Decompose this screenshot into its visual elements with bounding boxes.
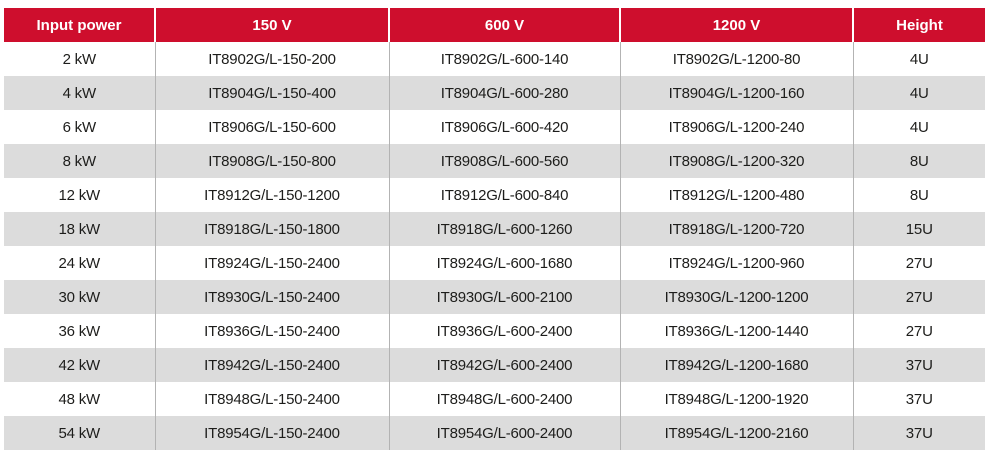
cell-power: 12 kW bbox=[4, 178, 155, 212]
cell-v150: IT8902G/L-150-200 bbox=[154, 42, 389, 76]
cell-v600: IT8936G/L-600-2400 bbox=[388, 314, 620, 348]
cell-v1200: IT8902G/L-1200-80 bbox=[619, 42, 853, 76]
cell-height: 8U bbox=[852, 144, 985, 178]
cell-v150: IT8918G/L-150-1800 bbox=[154, 212, 389, 246]
cell-v150: IT8948G/L-150-2400 bbox=[154, 382, 389, 416]
cell-v600: IT8942G/L-600-2400 bbox=[388, 348, 620, 382]
column-header-power: Input power bbox=[4, 8, 155, 42]
cell-height: 15U bbox=[852, 212, 985, 246]
cell-v600: IT8948G/L-600-2400 bbox=[388, 382, 620, 416]
cell-v600: IT8902G/L-600-140 bbox=[388, 42, 620, 76]
cell-v1200: IT8904G/L-1200-160 bbox=[619, 76, 853, 110]
cell-v1200: IT8918G/L-1200-720 bbox=[619, 212, 853, 246]
cell-power: 18 kW bbox=[4, 212, 155, 246]
cell-v1200: IT8948G/L-1200-1920 bbox=[619, 382, 853, 416]
cell-v600: IT8954G/L-600-2400 bbox=[388, 416, 620, 450]
cell-height: 4U bbox=[852, 110, 985, 144]
cell-height: 37U bbox=[852, 416, 985, 450]
cell-v150: IT8930G/L-150-2400 bbox=[154, 280, 389, 314]
cell-power: 4 kW bbox=[4, 76, 155, 110]
cell-v600: IT8908G/L-600-560 bbox=[388, 144, 620, 178]
cell-v150: IT8942G/L-150-2400 bbox=[154, 348, 389, 382]
cell-v600: IT8918G/L-600-1260 bbox=[388, 212, 620, 246]
cell-v1200: IT8912G/L-1200-480 bbox=[619, 178, 853, 212]
cell-v600: IT8924G/L-600-1680 bbox=[388, 246, 620, 280]
table-row: 42 kW IT8942G/L-150-2400 IT8942G/L-600-240… bbox=[4, 348, 985, 382]
cell-power: 48 kW bbox=[4, 382, 155, 416]
column-header-v150: 150 V bbox=[154, 8, 389, 42]
model-selection-table-container: Input power 150 V 600 V 1200 V Height 2 kW IT… bbox=[4, 8, 985, 450]
cell-v1200: IT8924G/L-1200-960 bbox=[619, 246, 853, 280]
column-header-height: Height bbox=[852, 8, 985, 42]
table-row: 24 kW IT8924G/L-150-2400 IT8924G/L-600-168… bbox=[4, 246, 985, 280]
cell-v1200: IT8942G/L-1200-1680 bbox=[619, 348, 853, 382]
table-row: 8 kW IT8908G/L-150-800 IT8908G/L-600-560 IT… bbox=[4, 144, 985, 178]
table-row: 12 kW IT8912G/L-150-1200 IT8912G/L-600-840… bbox=[4, 178, 985, 212]
cell-power: 54 kW bbox=[4, 416, 155, 450]
table-row: 2 kW IT8902G/L-150-200 IT8902G/L-600-140 IT… bbox=[4, 42, 985, 76]
cell-v600: IT8912G/L-600-840 bbox=[388, 178, 620, 212]
table-row: 18 kW IT8918G/L-150-1800 IT8918G/L-600-126… bbox=[4, 212, 985, 246]
cell-v1200: IT8930G/L-1200-1200 bbox=[619, 280, 853, 314]
cell-v1200: IT8908G/L-1200-320 bbox=[619, 144, 853, 178]
cell-height: 8U bbox=[852, 178, 985, 212]
table-body: 2 kW IT8902G/L-150-200 IT8902G/L-600-140 IT… bbox=[4, 42, 985, 450]
cell-power: 30 kW bbox=[4, 280, 155, 314]
table-row: 30 kW IT8930G/L-150-2400 IT8930G/L-600-210… bbox=[4, 280, 985, 314]
cell-height: 27U bbox=[852, 314, 985, 348]
table-row: 54 kW IT8954G/L-150-2400 IT8954G/L-600-240… bbox=[4, 416, 985, 450]
cell-v1200: IT8936G/L-1200-1440 bbox=[619, 314, 853, 348]
cell-v1200: IT8954G/L-1200-2160 bbox=[619, 416, 853, 450]
cell-height: 37U bbox=[852, 382, 985, 416]
cell-v600: IT8930G/L-600-2100 bbox=[388, 280, 620, 314]
table-row: 48 kW IT8948G/L-150-2400 IT8948G/L-600-240… bbox=[4, 382, 985, 416]
cell-height: 4U bbox=[852, 42, 985, 76]
table-row: 6 kW IT8906G/L-150-600 IT8906G/L-600-420 IT… bbox=[4, 110, 985, 144]
cell-power: 36 kW bbox=[4, 314, 155, 348]
cell-v600: IT8906G/L-600-420 bbox=[388, 110, 620, 144]
table-header: Input power 150 V 600 V 1200 V Height bbox=[4, 8, 985, 42]
column-header-v1200: 1200 V bbox=[619, 8, 853, 42]
cell-power: 24 kW bbox=[4, 246, 155, 280]
cell-v600: IT8904G/L-600-280 bbox=[388, 76, 620, 110]
cell-height: 4U bbox=[852, 76, 985, 110]
cell-height: 27U bbox=[852, 280, 985, 314]
table-row: 36 kW IT8936G/L-150-2400 IT8936G/L-600-240… bbox=[4, 314, 985, 348]
column-header-v600: 600 V bbox=[388, 8, 620, 42]
cell-v150: IT8906G/L-150-600 bbox=[154, 110, 389, 144]
cell-power: 8 kW bbox=[4, 144, 155, 178]
cell-v1200: IT8906G/L-1200-240 bbox=[619, 110, 853, 144]
table-row: 4 kW IT8904G/L-150-400 IT8904G/L-600-280 IT… bbox=[4, 76, 985, 110]
model-selection-table: Input power 150 V 600 V 1200 V Height 2 kW IT… bbox=[4, 8, 985, 450]
cell-v150: IT8936G/L-150-2400 bbox=[154, 314, 389, 348]
cell-height: 37U bbox=[852, 348, 985, 382]
cell-v150: IT8908G/L-150-800 bbox=[154, 144, 389, 178]
cell-v150: IT8912G/L-150-1200 bbox=[154, 178, 389, 212]
cell-power: 2 kW bbox=[4, 42, 155, 76]
cell-power: 6 kW bbox=[4, 110, 155, 144]
cell-height: 27U bbox=[852, 246, 985, 280]
cell-power: 42 kW bbox=[4, 348, 155, 382]
header-row: Input power 150 V 600 V 1200 V Height bbox=[4, 8, 985, 42]
cell-v150: IT8904G/L-150-400 bbox=[154, 76, 389, 110]
cell-v150: IT8924G/L-150-2400 bbox=[154, 246, 389, 280]
cell-v150: IT8954G/L-150-2400 bbox=[154, 416, 389, 450]
